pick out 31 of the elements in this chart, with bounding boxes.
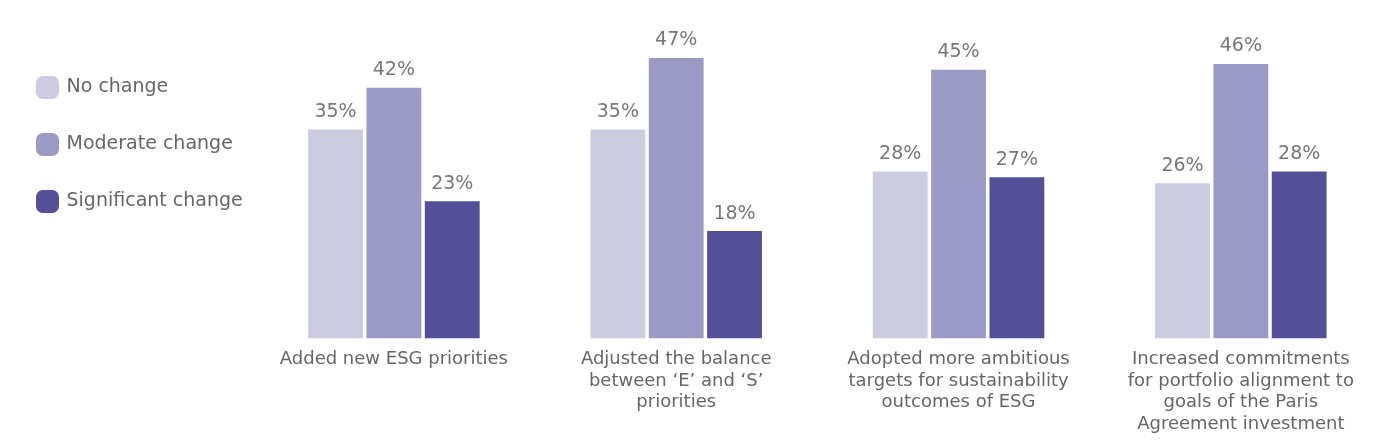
data-label: 26%	[1161, 152, 1204, 175]
bar	[931, 69, 986, 339]
data-label: 23%	[431, 170, 474, 193]
data-label: 35%	[314, 99, 357, 122]
bar	[366, 87, 422, 339]
data-label: 35%	[596, 99, 639, 122]
legend-label: No change	[66, 74, 169, 97]
data-label: 45%	[937, 39, 980, 62]
bar	[648, 57, 704, 339]
bar	[424, 201, 480, 339]
data-label: 28%	[1278, 140, 1321, 163]
bar	[1155, 183, 1210, 339]
x-tick-label: Adopted more ambitious targets for sustainability outcomes of ESG	[847, 347, 1070, 412]
data-label: 46%	[1219, 33, 1262, 56]
x-tick-label: Added new ESG priorities	[279, 347, 508, 369]
bar	[1271, 171, 1327, 339]
data-label: 28%	[879, 140, 922, 163]
bar	[1213, 63, 1269, 339]
bar	[707, 231, 762, 339]
x-tick-label: Increased commitments for portfolio alignment to goals of the Paris Agreement investment	[1127, 347, 1354, 433]
x-tick-label: Adjusted the balance between ‘E’ and ‘S’ priorities	[580, 347, 772, 412]
data-label: 47%	[655, 27, 698, 50]
data-label: 27%	[995, 146, 1038, 169]
bar	[989, 177, 1045, 339]
bar	[590, 129, 646, 339]
legend-label: Significant change	[66, 188, 243, 211]
legend-label: Moderate change	[66, 131, 233, 154]
data-label: 18%	[713, 200, 756, 223]
bar	[308, 129, 363, 339]
bar	[872, 171, 928, 339]
data-label: 42%	[372, 57, 416, 80]
